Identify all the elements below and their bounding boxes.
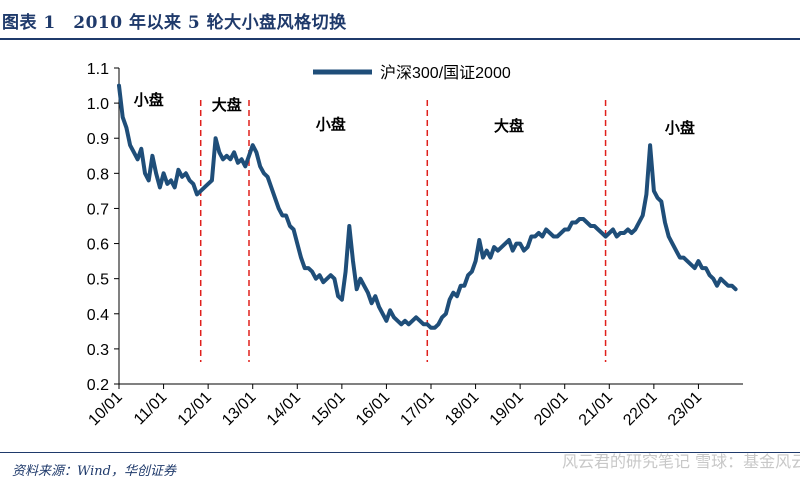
x-tick-label: 18/01 — [442, 389, 482, 429]
regime-label: 小盘 — [316, 115, 346, 133]
y-tick-label: 0.6 — [87, 237, 109, 254]
y-tick-label: 0.9 — [87, 131, 109, 148]
x-tick-label: 23/01 — [665, 389, 705, 429]
x-tick-label: 12/01 — [175, 389, 215, 429]
x-tick-label: 16/01 — [353, 389, 393, 429]
regime-label: 大盘 — [494, 117, 524, 135]
y-tick-label: 0.5 — [87, 272, 109, 289]
y-tick-label: 0.7 — [87, 201, 109, 218]
x-tick-label: 10/01 — [85, 389, 125, 429]
watermark: 风云君的研究笔记 雪球：基金风云录 — [562, 452, 800, 471]
footer-rule — [0, 452, 800, 453]
y-tick-label: 0.4 — [87, 307, 109, 324]
y-tick-label: 0.2 — [87, 377, 109, 394]
y-tick-label: 0.3 — [87, 342, 109, 359]
title-rule — [0, 38, 800, 40]
x-tick-label: 17/01 — [397, 389, 437, 429]
series-line — [117, 83, 738, 330]
regime-label: 小盘 — [134, 91, 164, 109]
x-tick-label: 21/01 — [576, 389, 616, 429]
x-tick-label: 19/01 — [487, 389, 527, 429]
y-tick-label: 1.0 — [87, 96, 109, 113]
regime-label: 小盘 — [665, 119, 695, 137]
x-tick-label: 20/01 — [531, 389, 571, 429]
y-tick-label: 0.8 — [87, 166, 109, 183]
x-tick-label: 22/01 — [620, 389, 660, 429]
x-tick-label: 11/01 — [131, 389, 171, 429]
x-tick-label: 15/01 — [308, 389, 348, 429]
regime-label: 大盘 — [212, 96, 242, 114]
y-tick-label: 1.1 — [87, 61, 109, 78]
x-tick-label: 13/01 — [219, 389, 259, 429]
source-note: 资料来源：Wind，华创证券 — [12, 464, 176, 479]
legend-label: 沪深300/国证2000 — [380, 64, 511, 82]
legend: 沪深300/国证2000 — [313, 64, 511, 82]
figure-title: 图表 1 2010 年以来 5 轮大小盘风格切换 — [2, 13, 347, 33]
x-tick-label: 14/01 — [264, 389, 304, 429]
